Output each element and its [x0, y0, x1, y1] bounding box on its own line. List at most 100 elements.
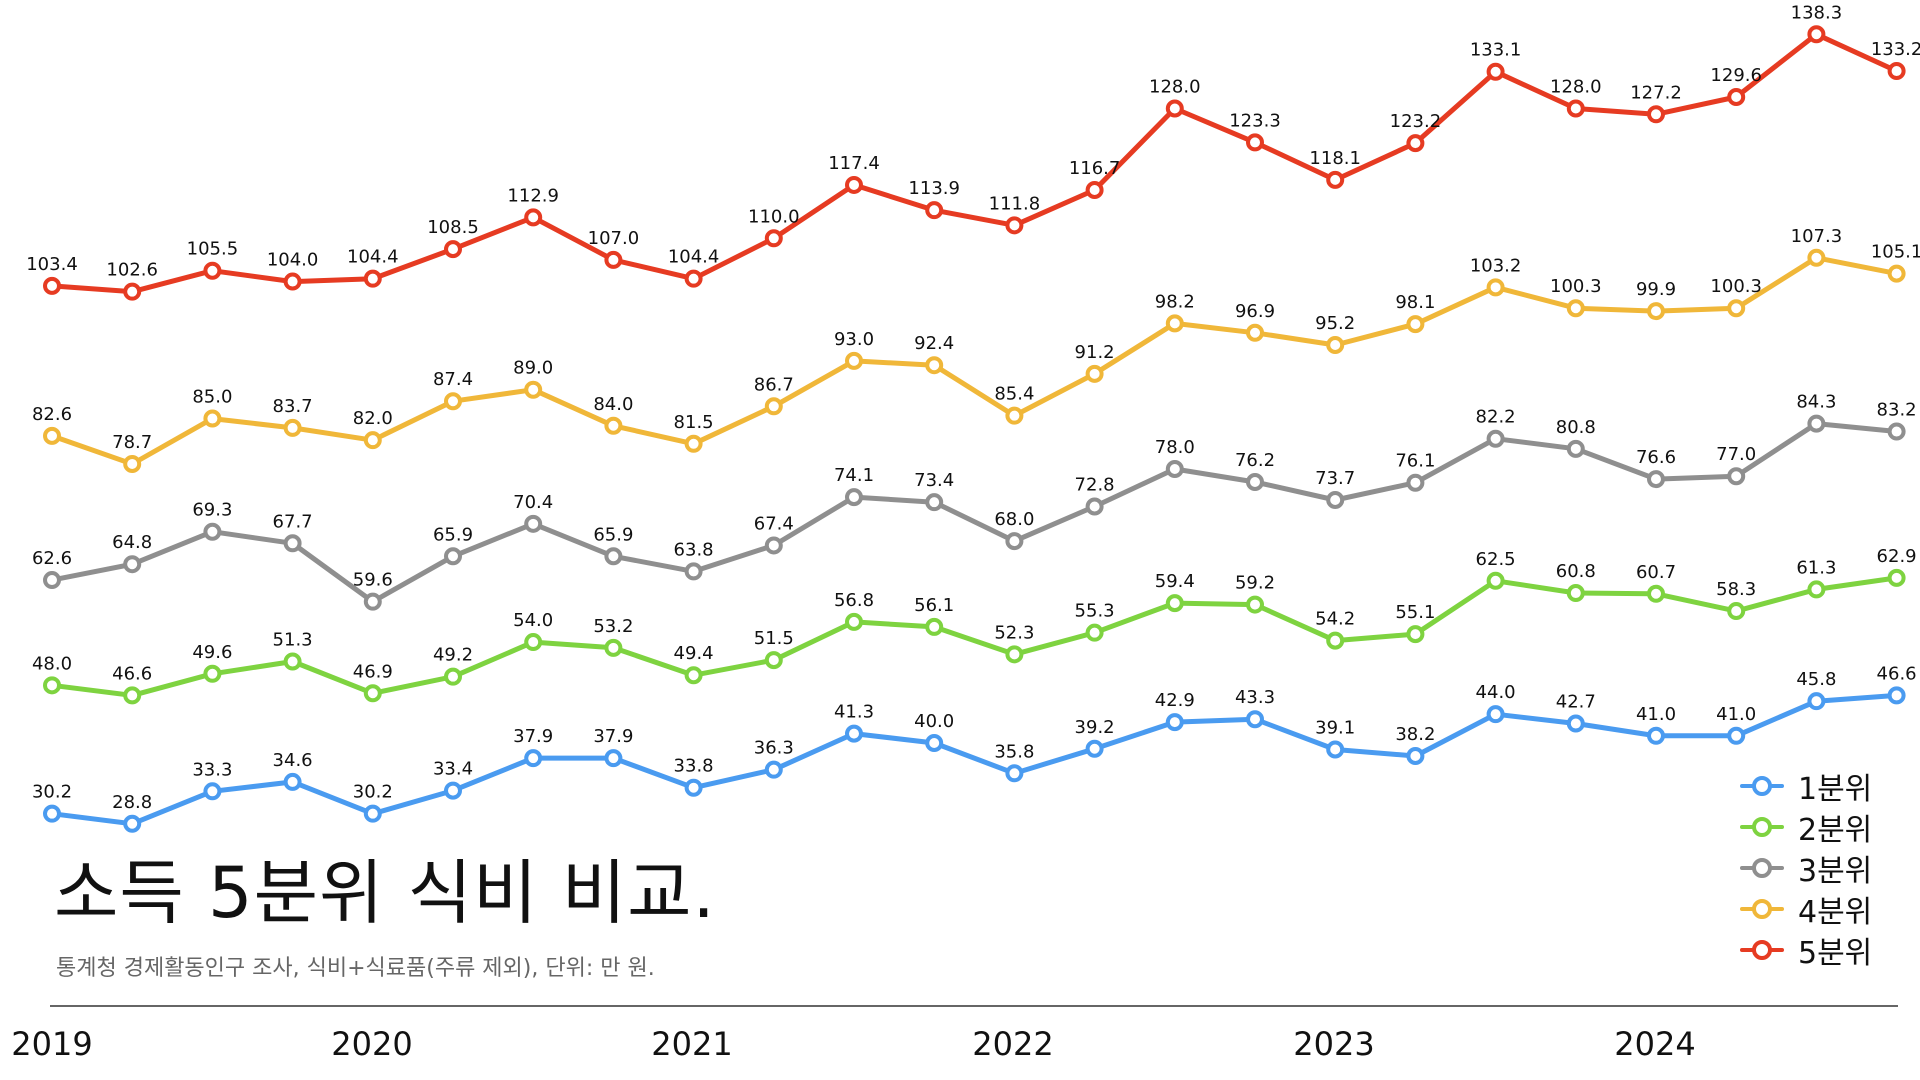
data-point: [43, 676, 61, 695]
data-point: [1165, 314, 1184, 333]
data-label: 89.0: [513, 358, 553, 379]
data-label: 58.3: [1716, 579, 1756, 600]
data-point: [43, 804, 61, 823]
data-label: 123.2: [1390, 111, 1442, 132]
data-point: [283, 534, 302, 553]
x-tick-label: 2021: [651, 1025, 732, 1063]
data-point: [764, 397, 783, 416]
data-label: 62.6: [32, 548, 72, 569]
data-label: 37.9: [593, 726, 633, 747]
data-point: [1566, 299, 1585, 318]
data-point: [203, 261, 222, 280]
data-label: 73.7: [1315, 468, 1355, 489]
data-label: 133.1: [1470, 40, 1522, 61]
data-label: 81.5: [674, 412, 714, 433]
data-label: 104.0: [267, 250, 319, 271]
data-label: 83.7: [273, 396, 313, 417]
series-3: 62.6 64.8 69.3 67.7 59.6 65.9 70.4 65.9 63.8 67.4…: [32, 392, 1917, 611]
data-label: 46.6: [1877, 663, 1917, 684]
data-point: [1807, 25, 1826, 44]
data-point: [1566, 714, 1585, 733]
data-label: 39.2: [1075, 717, 1115, 738]
data-point: [203, 522, 222, 541]
data-label: 62.9: [1877, 546, 1917, 567]
data-point: [1887, 422, 1906, 441]
data-label: 45.8: [1796, 669, 1836, 690]
data-point: [604, 638, 623, 657]
data-point: [1647, 105, 1665, 124]
data-label: 87.4: [433, 369, 473, 390]
data-label: 82.0: [353, 408, 393, 429]
data-point: [123, 814, 142, 833]
data-point: [764, 651, 783, 670]
data-point: [1246, 710, 1264, 729]
data-label: 52.3: [994, 622, 1034, 643]
data-point: [604, 547, 623, 566]
series-line: [49, 692, 1900, 827]
data-point: [1246, 323, 1264, 342]
data-point: [1085, 497, 1104, 516]
data-point: [1165, 713, 1184, 732]
data-label: 84.3: [1796, 392, 1836, 413]
data-label: 59.6: [353, 570, 393, 591]
data-label: 64.8: [112, 532, 152, 553]
data-label: 56.1: [914, 595, 954, 616]
data-label: 51.3: [273, 630, 313, 651]
data-point: [1486, 429, 1505, 448]
data-point: [444, 392, 462, 411]
data-label: 41.0: [1636, 704, 1676, 725]
data-label: 28.8: [112, 792, 152, 813]
data-label: 93.0: [834, 329, 874, 350]
data-label: 103.2: [1470, 255, 1522, 276]
data-label: 104.4: [347, 247, 399, 268]
data-point: [1486, 571, 1505, 590]
data-label: 38.2: [1395, 724, 1435, 745]
data-label: 99.9: [1636, 279, 1676, 300]
chart-title: 소득 5분위 식비 비교.: [54, 852, 716, 934]
data-point: [363, 592, 382, 611]
data-point: [1727, 299, 1746, 318]
data-point: [1326, 631, 1345, 650]
legend-label: 2분위: [1798, 812, 1873, 848]
data-point: [1246, 133, 1264, 152]
data-point: [1647, 302, 1665, 321]
data-point: [283, 772, 302, 791]
data-label: 54.2: [1315, 609, 1355, 630]
data-label: 78.7: [112, 432, 152, 453]
data-label: 82.6: [32, 404, 72, 425]
data-label: 73.4: [914, 470, 954, 491]
data-label: 107.3: [1791, 226, 1843, 247]
data-label: 128.0: [1550, 77, 1602, 98]
data-point: [1887, 568, 1906, 587]
data-label: 62.5: [1476, 549, 1516, 570]
data-label: 41.0: [1716, 704, 1756, 725]
data-label: 113.9: [908, 178, 960, 199]
data-label: 104.4: [668, 247, 720, 268]
data-point: [1165, 594, 1184, 613]
series-5: 103.4 102.6 105.5 104.0 104.4 108.5 112.9 107.0…: [26, 2, 1920, 301]
data-point: [283, 418, 302, 437]
data-point: [845, 612, 863, 631]
data-label: 127.2: [1630, 82, 1682, 103]
data-label: 77.0: [1716, 444, 1756, 465]
legend-marker: [1752, 939, 1772, 960]
data-label: 105.5: [187, 239, 239, 260]
data-label: 112.9: [507, 185, 559, 206]
data-point: [684, 778, 703, 797]
data-point: [123, 686, 142, 705]
data-point: [363, 804, 382, 823]
data-point: [764, 536, 783, 555]
data-point: [1406, 746, 1425, 765]
data-point: [1727, 467, 1746, 486]
data-label: 110.0: [748, 206, 800, 227]
legend-item: 3분위: [1740, 847, 1872, 889]
data-point: [1566, 584, 1585, 603]
x-tick-label: 2023: [1293, 1025, 1374, 1063]
data-label: 30.2: [32, 782, 72, 803]
data-point: [1647, 726, 1665, 745]
data-point: [43, 571, 61, 590]
data-label: 35.8: [994, 741, 1034, 762]
data-label: 33.3: [192, 759, 232, 780]
data-point: [203, 782, 222, 801]
data-point: [1406, 473, 1425, 492]
